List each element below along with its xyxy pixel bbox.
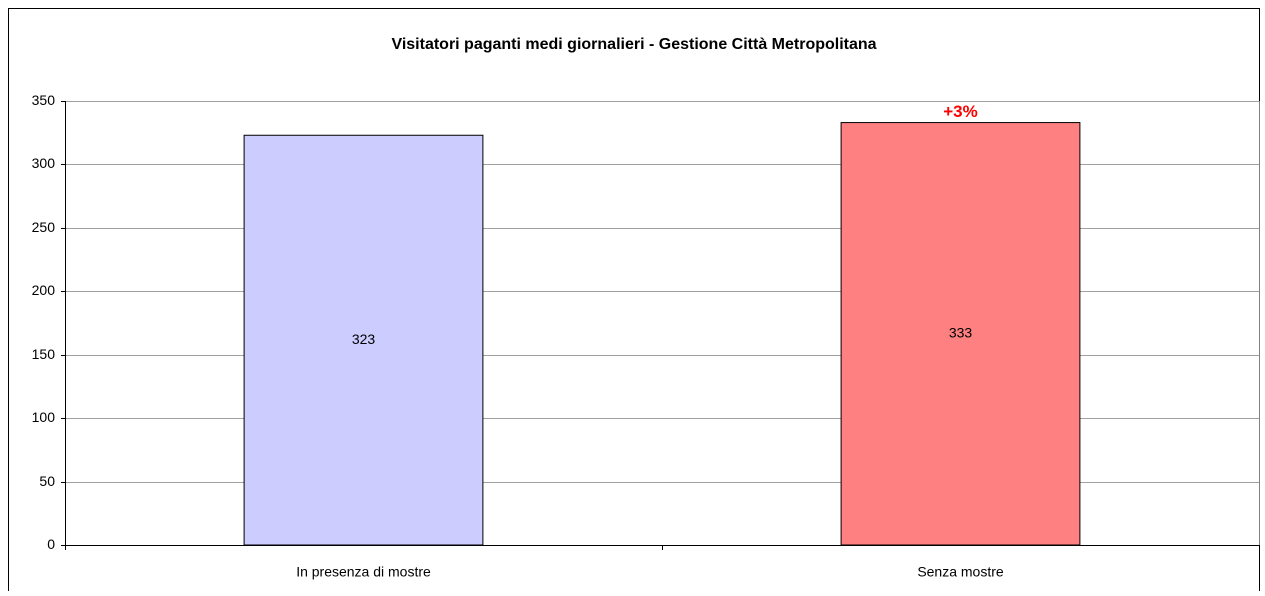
y-tick-label: 100 xyxy=(32,409,56,425)
data-label: 333 xyxy=(949,324,973,340)
y-tick-label: 50 xyxy=(39,473,55,489)
bar xyxy=(840,122,1081,546)
y-tick-label: 200 xyxy=(32,282,56,298)
x-tick-label: In presenza di mostre xyxy=(296,564,431,580)
y-tick-label: 250 xyxy=(32,219,56,235)
y-tick-label: 150 xyxy=(32,346,56,362)
x-tick-label: Senza mostre xyxy=(917,564,1004,580)
annotation: +3% xyxy=(943,102,978,121)
chart-title: Visitatori paganti medi giornalieri - Ge… xyxy=(391,36,876,53)
y-tick-label: 300 xyxy=(32,155,56,171)
data-label: 323 xyxy=(352,331,376,347)
bar xyxy=(243,134,484,546)
y-tick-label: 350 xyxy=(32,92,56,108)
y-tick-label: 0 xyxy=(47,536,55,552)
